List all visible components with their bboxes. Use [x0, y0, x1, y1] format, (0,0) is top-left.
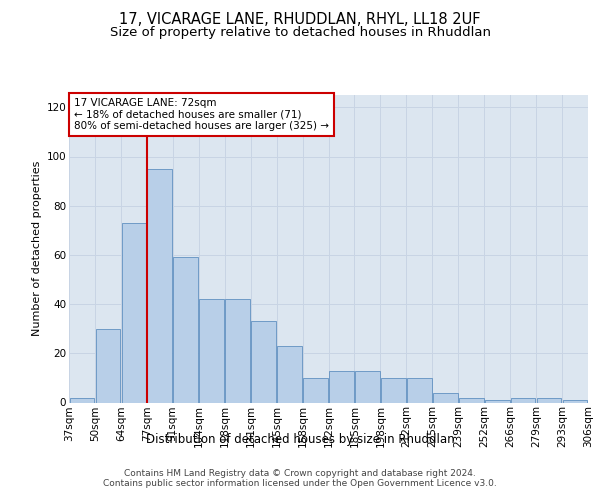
- Bar: [173, 258, 198, 402]
- Bar: [329, 370, 354, 402]
- Bar: [563, 400, 587, 402]
- Text: 17, VICARAGE LANE, RHUDDLAN, RHYL, LL18 2UF: 17, VICARAGE LANE, RHUDDLAN, RHYL, LL18 …: [119, 12, 481, 28]
- Bar: [70, 398, 94, 402]
- Bar: [381, 378, 406, 402]
- Bar: [355, 370, 380, 402]
- Text: Contains HM Land Registry data © Crown copyright and database right 2024.
Contai: Contains HM Land Registry data © Crown c…: [103, 469, 497, 488]
- Bar: [251, 322, 276, 402]
- Bar: [148, 169, 172, 402]
- Bar: [199, 299, 224, 403]
- Bar: [511, 398, 535, 402]
- Text: Size of property relative to detached houses in Rhuddlan: Size of property relative to detached ho…: [110, 26, 491, 39]
- Text: 17 VICARAGE LANE: 72sqm
← 18% of detached houses are smaller (71)
80% of semi-de: 17 VICARAGE LANE: 72sqm ← 18% of detache…: [74, 98, 329, 132]
- Bar: [95, 328, 120, 402]
- Bar: [122, 223, 146, 402]
- Y-axis label: Number of detached properties: Number of detached properties: [32, 161, 43, 336]
- Bar: [537, 398, 562, 402]
- Text: Distribution of detached houses by size in Rhuddlan: Distribution of detached houses by size …: [146, 432, 454, 446]
- Bar: [277, 346, 302, 403]
- Bar: [226, 299, 250, 403]
- Bar: [433, 392, 458, 402]
- Bar: [459, 398, 484, 402]
- Bar: [485, 400, 509, 402]
- Bar: [407, 378, 431, 402]
- Bar: [303, 378, 328, 402]
